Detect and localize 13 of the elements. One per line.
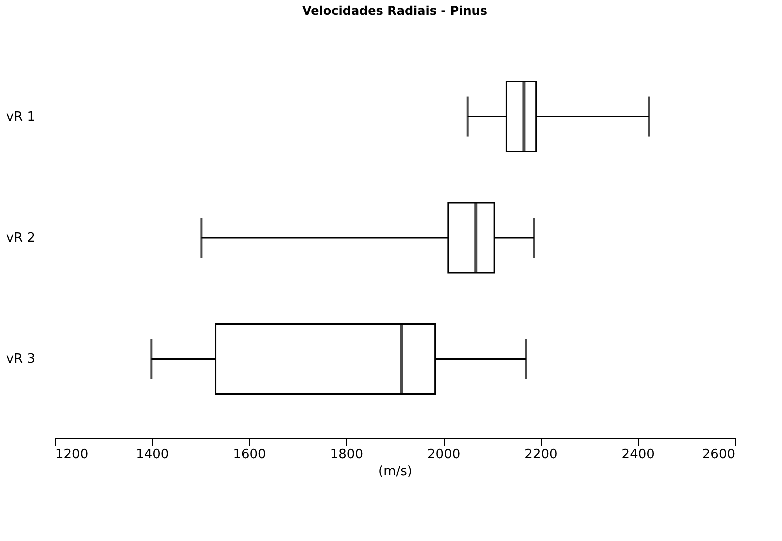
x-axis-title: (m/s) — [378, 464, 412, 480]
x-tick-label: 1600 — [233, 448, 266, 462]
x-tick-label: 1400 — [136, 448, 170, 462]
x-tick-label: 2600 — [702, 448, 736, 462]
x-tick-label: 2200 — [524, 448, 558, 462]
chart-title: Velocidades Radiais - Pinus — [302, 4, 488, 18]
y-tick-label: vR 2 — [6, 231, 36, 246]
x-tick-label: 2400 — [622, 448, 655, 462]
x-tick-label: 1200 — [56, 448, 89, 462]
y-tick-label: vR 3 — [6, 352, 36, 368]
x-tick-label: 2000 — [428, 448, 461, 462]
y-tick-label: vR 1 — [6, 110, 36, 125]
x-tick-label: 1800 — [330, 448, 364, 462]
